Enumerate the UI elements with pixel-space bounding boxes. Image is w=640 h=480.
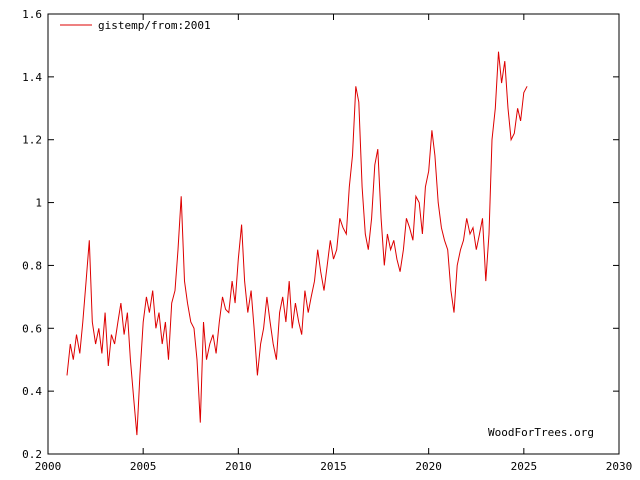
axis-tick-labels: 2000 2005 2010 2015 2020 2025 2030 0.2 0.4 0.6 0.8… xyxy=(22,8,632,473)
x-tick-label: 2005 xyxy=(130,460,157,473)
axis-ticks xyxy=(47,13,620,455)
y-tick-label: 0.4 xyxy=(22,385,42,398)
series-group xyxy=(66,51,528,436)
y-tick-label: 1.6 xyxy=(22,8,42,21)
x-tick-label: 2030 xyxy=(606,460,633,473)
y-tick-label: 0.6 xyxy=(22,322,42,335)
y-tick-label: 1.4 xyxy=(22,71,42,84)
credit-text: WoodForTrees.org xyxy=(488,426,594,439)
x-tick-label: 2000 xyxy=(35,460,62,473)
x-tick-label: 2020 xyxy=(415,460,442,473)
x-tick-label: 2015 xyxy=(320,460,347,473)
x-tick-label: 2010 xyxy=(225,460,252,473)
y-tick-label: 0.8 xyxy=(22,259,42,272)
series-line xyxy=(66,51,528,436)
legend-label: gistemp/from:2001 xyxy=(98,19,211,32)
y-tick-label: 1.2 xyxy=(22,134,42,147)
plot-frame xyxy=(47,13,620,455)
x-tick-label: 2025 xyxy=(511,460,538,473)
y-tick-label: 1 xyxy=(35,197,42,210)
legend: gistemp/from:2001 xyxy=(60,19,211,32)
y-tick-label: 0.2 xyxy=(22,448,42,461)
